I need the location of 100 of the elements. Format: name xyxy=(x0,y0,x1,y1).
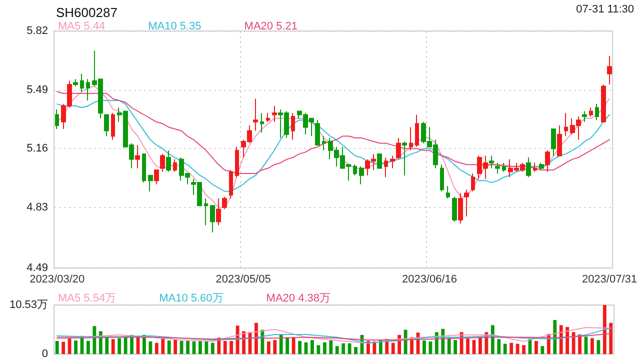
bar xyxy=(391,342,395,354)
candlestick xyxy=(409,126,413,151)
candlestick xyxy=(80,73,84,92)
bar xyxy=(223,340,227,354)
candlestick xyxy=(458,192,463,224)
candlestick xyxy=(210,205,215,233)
candlestick xyxy=(204,198,208,226)
candlestick xyxy=(607,55,612,85)
y-tick-label: 5.16 xyxy=(26,142,48,155)
bar xyxy=(62,342,66,354)
chart-title: SH600287 xyxy=(56,5,118,20)
candlestick xyxy=(495,162,500,174)
x-tick-label: 2023/03/20 xyxy=(30,274,85,286)
candlestick xyxy=(154,169,159,185)
text: MA5 5.44 xyxy=(58,20,106,32)
candlestick xyxy=(291,112,295,140)
candlestick xyxy=(315,120,320,146)
bar xyxy=(273,340,277,354)
bar xyxy=(105,337,109,354)
candlestick xyxy=(73,78,78,87)
bar xyxy=(310,340,314,354)
bar xyxy=(254,322,258,354)
candlestick xyxy=(390,155,395,169)
candlestick xyxy=(402,140,407,176)
bar xyxy=(348,343,352,354)
candlestick xyxy=(551,128,556,156)
bar xyxy=(572,332,576,354)
bar xyxy=(342,343,346,354)
bar xyxy=(466,338,470,354)
bar xyxy=(322,342,326,354)
bar xyxy=(68,338,72,354)
text: MA20 5.21 xyxy=(244,20,298,32)
text: MA20 4.38万 xyxy=(266,292,330,304)
candlestick xyxy=(377,153,382,169)
candlestick xyxy=(545,150,550,172)
bar xyxy=(55,340,59,354)
bar xyxy=(210,342,214,354)
candlestick xyxy=(322,136,326,151)
bar xyxy=(335,346,339,354)
candlestick xyxy=(111,112,115,140)
bar xyxy=(167,340,171,354)
bar xyxy=(230,340,234,354)
candlestick xyxy=(564,112,568,137)
bar xyxy=(602,305,606,354)
bar xyxy=(454,340,458,354)
candlestick xyxy=(533,162,537,172)
bar xyxy=(540,346,544,354)
x-tick-label: 2023/05/05 xyxy=(216,274,271,286)
candlestick xyxy=(582,110,587,122)
bar xyxy=(578,334,582,354)
text: MA10 5.35 xyxy=(148,20,202,32)
candlestick xyxy=(595,104,599,121)
bar xyxy=(316,345,320,354)
candlestick xyxy=(104,114,109,137)
bar xyxy=(329,340,333,354)
bar xyxy=(596,340,600,354)
bar xyxy=(298,340,302,354)
candlestick xyxy=(142,153,146,183)
candlestick xyxy=(601,84,606,122)
candlestick xyxy=(222,196,227,210)
candlestick xyxy=(235,146,239,178)
x-tick-label: 2023/07/31 xyxy=(582,274,638,286)
text: 07-31 11:30 xyxy=(576,4,634,16)
x-tick-label: 2023/06/16 xyxy=(402,274,458,286)
candlestick xyxy=(253,98,258,132)
y-tick-label: 0 xyxy=(42,348,48,360)
bar xyxy=(522,345,526,354)
candlestick xyxy=(272,105,277,122)
bar xyxy=(553,320,557,354)
y-tick-label: 4.49 xyxy=(26,262,48,274)
bar xyxy=(434,332,438,354)
line-series xyxy=(56,333,612,341)
candlestick xyxy=(148,174,153,192)
candlestick xyxy=(173,158,177,172)
bar xyxy=(186,340,190,354)
bar xyxy=(174,339,178,354)
bar xyxy=(148,341,152,354)
y-tick-label: 10.53万 xyxy=(9,299,48,311)
bar xyxy=(428,341,432,354)
line-series xyxy=(56,91,610,174)
candlestick xyxy=(160,153,165,172)
bar xyxy=(503,344,507,354)
bar xyxy=(510,342,514,354)
bar xyxy=(447,338,451,354)
bar xyxy=(279,334,283,354)
candlestick xyxy=(471,173,475,192)
bar xyxy=(124,336,128,354)
bar xyxy=(534,340,538,354)
candlestick xyxy=(86,78,90,101)
bar xyxy=(497,339,501,354)
candlestick xyxy=(415,114,419,148)
text: MA10 5.60万 xyxy=(159,292,224,304)
bar xyxy=(478,337,482,354)
line-series xyxy=(56,100,610,192)
y-tick-label: 5.82 xyxy=(26,25,48,37)
candlestick xyxy=(557,124,562,156)
bar xyxy=(266,341,270,354)
candlestick xyxy=(216,198,221,226)
candlestick xyxy=(384,157,388,178)
bar xyxy=(180,340,184,354)
